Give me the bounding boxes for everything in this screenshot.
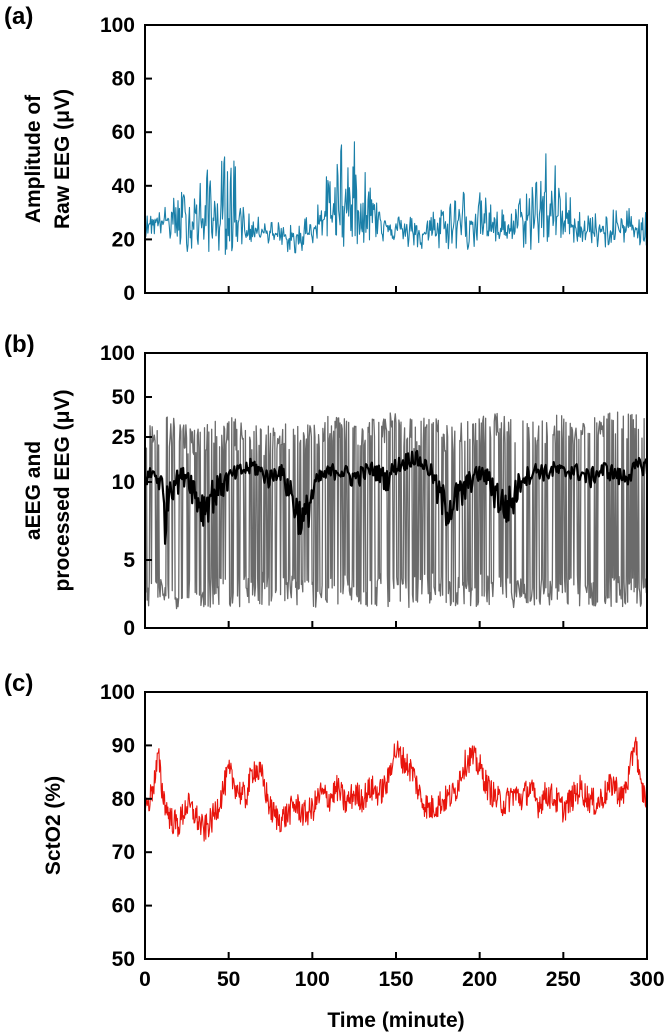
y-tick-label: 50: [112, 386, 135, 409]
panel-label: (a): [4, 3, 33, 30]
y-tick-label: 100: [100, 681, 135, 704]
y-tick-label: 60: [112, 121, 135, 144]
plot-area: [145, 736, 647, 842]
series-line-0: [145, 411, 647, 610]
x-tick-label: 300: [629, 968, 664, 991]
series-line-0: [145, 141, 647, 255]
plot-frame: [144, 691, 648, 960]
y-tick-label: 0: [123, 617, 135, 640]
y-tick-label: 70: [112, 841, 135, 864]
plot-frame: [144, 24, 648, 294]
y-axis-title: processed EEG (μV): [51, 390, 74, 592]
y-axis-title: SctO2 (%): [42, 776, 65, 875]
y-tick-label: 25: [112, 426, 136, 449]
x-axis-title: Time (minute): [327, 1009, 464, 1032]
panel-b: 0 5 10 25 50 100 aEEG and processed EEG (μV) (b): [4, 331, 648, 640]
y-tick-label: 100: [100, 14, 135, 37]
y-tick-label: 10: [112, 471, 135, 494]
series-line-1: [145, 449, 647, 545]
series-line-0: [145, 736, 647, 842]
panel-label: (c): [4, 670, 33, 697]
y-tick-label: 80: [112, 68, 135, 91]
panel-a: 0 20 40 60 80 100 Amplitude of Raw EEG (μV) (a): [4, 3, 648, 305]
y-tick-label: 5: [123, 549, 135, 572]
y-tick-label: 0: [123, 282, 135, 305]
y-tick-label: 20: [112, 228, 135, 251]
x-tick-label: 200: [462, 968, 497, 991]
y-tick-label: 80: [112, 788, 135, 811]
y-axis-title: Raw EEG (μV): [51, 89, 74, 229]
x-tick-label: 0: [139, 968, 151, 991]
x-tick-label: 250: [546, 968, 581, 991]
plot-area: [145, 141, 647, 255]
x-tick-label: 50: [217, 968, 240, 991]
y-axis-title: aEEG and: [22, 441, 45, 540]
y-tick-label: 50: [112, 948, 135, 971]
x-tick-label: 150: [378, 968, 413, 991]
y-axis-title: Amplitude of: [22, 94, 45, 223]
y-tick-label: 40: [112, 175, 135, 198]
y-tick-label: 100: [100, 342, 135, 365]
plot-area: [145, 411, 647, 610]
x-tick-label: 100: [295, 968, 330, 991]
panel-label: (b): [4, 331, 35, 358]
y-tick-label: 90: [112, 734, 135, 757]
y-tick-label: 60: [112, 895, 135, 918]
